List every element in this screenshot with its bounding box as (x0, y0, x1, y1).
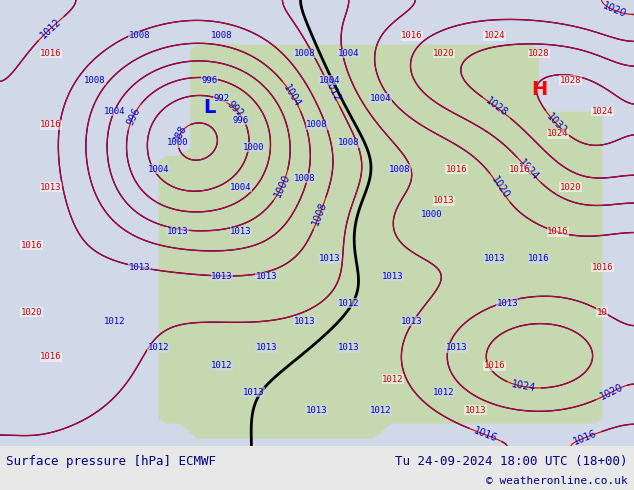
Text: 1008: 1008 (211, 31, 233, 40)
Text: 1000: 1000 (243, 143, 264, 151)
Text: 1013: 1013 (211, 272, 233, 281)
Text: 992: 992 (225, 99, 245, 119)
Text: 1013: 1013 (129, 263, 150, 272)
Text: Surface pressure [hPa] ECMWF: Surface pressure [hPa] ECMWF (6, 455, 216, 468)
Text: 1012: 1012 (370, 406, 391, 415)
Text: 1020: 1020 (489, 175, 511, 201)
Text: 1008: 1008 (306, 121, 328, 129)
Text: 1013: 1013 (319, 254, 340, 263)
Text: 1012: 1012 (382, 374, 404, 384)
Text: 1016: 1016 (40, 49, 61, 58)
Text: 1000: 1000 (273, 172, 292, 199)
Text: 1000: 1000 (420, 210, 442, 219)
Text: 1012: 1012 (103, 317, 125, 325)
Text: 1013: 1013 (306, 406, 328, 415)
Text: 1013: 1013 (294, 317, 315, 325)
Text: 10: 10 (597, 308, 607, 317)
Text: 1020: 1020 (598, 382, 624, 402)
Text: L: L (203, 98, 216, 117)
Text: 1008: 1008 (338, 138, 359, 147)
Text: 1013: 1013 (484, 254, 505, 263)
Text: 1008: 1008 (389, 165, 410, 174)
Text: 1024: 1024 (511, 379, 537, 394)
Text: 1024: 1024 (517, 158, 541, 182)
Text: 1013: 1013 (433, 196, 455, 205)
Text: 996: 996 (125, 106, 142, 127)
Text: 1012: 1012 (338, 299, 359, 308)
Text: 1013: 1013 (465, 406, 486, 415)
Text: 1004: 1004 (370, 94, 391, 102)
Text: 1013: 1013 (338, 343, 359, 352)
Text: 1016: 1016 (528, 254, 550, 263)
Text: 1012: 1012 (322, 78, 342, 104)
Text: 1013: 1013 (446, 343, 467, 352)
Text: 1008: 1008 (294, 49, 315, 58)
Text: 1016: 1016 (21, 241, 42, 250)
Text: 1016: 1016 (401, 31, 423, 40)
Text: 1028: 1028 (560, 76, 581, 85)
Text: H: H (531, 80, 547, 98)
Text: 1013: 1013 (256, 343, 277, 352)
Text: 1012: 1012 (39, 16, 63, 40)
Text: 1016: 1016 (40, 121, 61, 129)
Text: 996: 996 (201, 76, 217, 85)
Text: 1012: 1012 (433, 388, 455, 397)
Text: 1016: 1016 (40, 352, 61, 361)
Text: 1013: 1013 (256, 272, 277, 281)
Text: 1004: 1004 (338, 49, 359, 58)
Text: 1013: 1013 (167, 227, 188, 236)
Text: 1016: 1016 (572, 428, 598, 447)
Text: 1013: 1013 (243, 388, 264, 397)
Text: 1013: 1013 (230, 227, 252, 236)
Text: Tu 24-09-2024 18:00 UTC (18+00): Tu 24-09-2024 18:00 UTC (18+00) (395, 455, 628, 468)
Text: 1016: 1016 (509, 165, 531, 174)
Text: 1004: 1004 (103, 107, 125, 116)
Text: 1024: 1024 (592, 107, 613, 116)
Text: 1008: 1008 (84, 76, 106, 85)
Text: 1013: 1013 (40, 183, 61, 192)
Text: 1016: 1016 (592, 263, 613, 272)
Text: 1028: 1028 (484, 96, 509, 119)
Text: 1024: 1024 (484, 31, 505, 40)
Text: 1020: 1020 (21, 308, 42, 317)
Text: 1013: 1013 (382, 272, 404, 281)
Text: 992: 992 (214, 94, 230, 102)
Text: 1012: 1012 (148, 343, 169, 352)
Text: 1016: 1016 (472, 426, 499, 444)
Text: 1004: 1004 (319, 76, 340, 85)
Text: 1008: 1008 (294, 174, 315, 183)
Text: 996: 996 (233, 116, 249, 125)
Text: 1020: 1020 (560, 183, 581, 192)
Text: 1004: 1004 (148, 165, 169, 174)
Text: 1013: 1013 (401, 317, 423, 325)
Text: 1004: 1004 (230, 183, 252, 192)
Text: 1012: 1012 (211, 361, 233, 370)
Text: 1024: 1024 (547, 129, 569, 138)
Text: 1020: 1020 (602, 1, 628, 20)
Text: 1000: 1000 (167, 138, 188, 147)
Text: 1016: 1016 (446, 165, 467, 174)
Text: 1016: 1016 (547, 227, 569, 236)
Text: 1013: 1013 (496, 299, 518, 308)
Text: 1008: 1008 (129, 31, 150, 40)
Text: 988: 988 (172, 123, 189, 145)
Text: 1032: 1032 (545, 111, 569, 136)
Text: 1004: 1004 (281, 82, 303, 108)
Text: 1008: 1008 (311, 200, 329, 226)
Text: 1020: 1020 (433, 49, 455, 58)
Text: 1028: 1028 (528, 49, 550, 58)
Text: 1016: 1016 (484, 361, 505, 370)
Text: © weatheronline.co.uk: © weatheronline.co.uk (486, 476, 628, 486)
